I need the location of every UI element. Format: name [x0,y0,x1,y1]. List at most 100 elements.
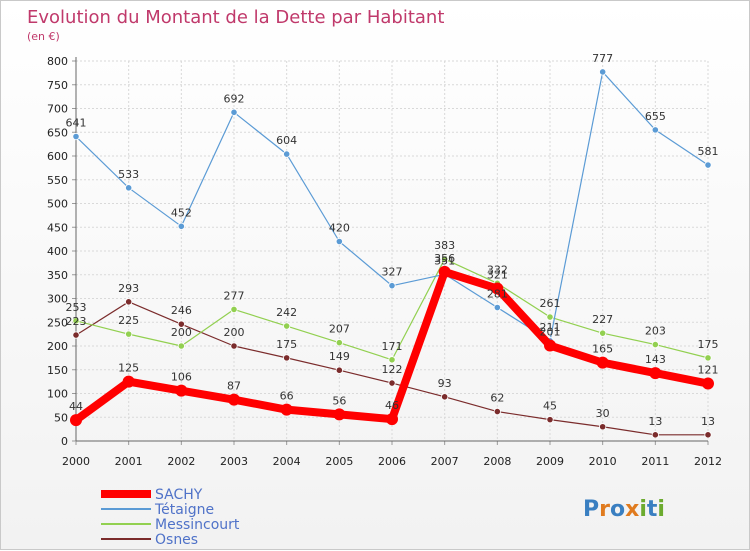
data-label: 420 [329,222,350,235]
y-tick-label: 600 [47,150,68,163]
data-label: 332 [487,263,508,276]
data-point [177,342,185,350]
data-label: 62 [490,392,504,405]
x-tick-label: 2009 [536,455,564,468]
data-point [125,184,133,192]
data-label: 223 [66,315,87,328]
series-lines [70,68,714,439]
data-point [280,403,293,416]
y-tick-label: 550 [47,174,68,187]
data-point [283,354,291,362]
brand-letter: i [657,497,665,522]
data-label: 13 [648,415,662,428]
data-label: 242 [276,306,297,319]
data-point [544,339,556,352]
brand-letter: P [583,497,599,522]
data-point [283,150,291,158]
data-label: 125 [118,362,139,375]
data-point [599,68,607,76]
data-point [388,282,396,290]
data-point [388,356,396,364]
brand-text: Proxiti [583,497,665,522]
data-point [651,340,659,349]
data-label: 171 [382,340,403,353]
data-point [70,414,82,427]
data-label: 281 [487,288,508,301]
data-point [72,132,80,141]
data-labels: 223 293 246 200 175 149 122 93 62 45 30 13 13 253 225 2… [66,52,719,428]
legend-label: Tétaigne [154,502,214,518]
data-point [438,265,451,278]
data-label: 46 [385,399,399,412]
data-label: 106 [171,371,192,384]
x-tick-label: 2011 [641,455,669,468]
y-tick-label: 150 [47,364,68,377]
axes: 0 50 100 150 200 250 300 350 400 450 500 550 600 650 7… [47,55,722,468]
y-tick-label: 500 [47,198,68,211]
data-point [177,320,185,328]
brand-letter: o [610,497,625,522]
data-point [72,331,80,339]
data-label: 227 [592,313,613,326]
legend-label: SACHY [155,487,203,503]
chart-title: Evolution du Montant de la Dette par Hab… [27,7,444,28]
data-label: 293 [118,282,139,295]
data-point [228,393,240,406]
data-point [283,322,291,330]
data-point [651,431,659,439]
data-point [177,222,185,230]
data-point [599,423,607,431]
x-tick-label: 2000 [62,455,90,468]
y-tick-label: 250 [47,316,68,329]
data-label: 692 [224,92,245,105]
y-tick-label: 300 [47,293,68,306]
data-label: 165 [592,343,613,356]
data-label: 207 [329,323,350,336]
data-label: 211 [540,321,561,334]
data-label: 581 [698,145,719,158]
y-tick-label: 200 [47,340,68,353]
data-label: 253 [66,301,87,314]
y-tick-label: 100 [47,388,68,401]
brand-logo: Proxiti [583,497,665,522]
data-label: 13 [701,415,715,428]
x-tick-label: 2012 [694,455,722,468]
x-tick-label: 2007 [431,455,459,468]
data-label: 604 [276,134,297,147]
data-label: 87 [227,380,241,393]
y-tick-label: 750 [47,79,68,92]
data-point [230,108,238,116]
data-point [441,393,449,401]
data-label: 66 [280,390,294,403]
data-point [704,161,712,169]
data-label: 122 [382,363,403,376]
data-point [125,298,133,306]
data-label: 56 [332,394,346,407]
x-tick-label: 2005 [325,455,353,468]
data-label: 175 [276,338,297,351]
data-label: 200 [171,326,192,339]
data-point [704,354,712,362]
data-point [230,305,238,314]
data-point [72,317,80,325]
data-label: 327 [382,266,403,279]
data-label: 200 [224,326,245,339]
data-label: 641 [66,117,87,130]
data-label: 44 [69,400,83,413]
data-label: 203 [645,325,666,338]
y-tick-label: 0 [61,435,68,448]
legend-label: Messincourt [155,517,240,533]
y-tick-label: 400 [47,245,68,258]
data-point [649,367,662,380]
data-point [388,379,396,387]
brand-letter: x [625,497,639,522]
data-label: 777 [592,52,613,65]
y-tick-label: 50 [54,411,68,424]
data-point [491,282,504,295]
data-point [546,313,554,321]
y-tick-label: 700 [47,103,68,116]
data-label: 277 [224,289,245,302]
data-point [386,413,398,426]
data-point [599,329,607,337]
